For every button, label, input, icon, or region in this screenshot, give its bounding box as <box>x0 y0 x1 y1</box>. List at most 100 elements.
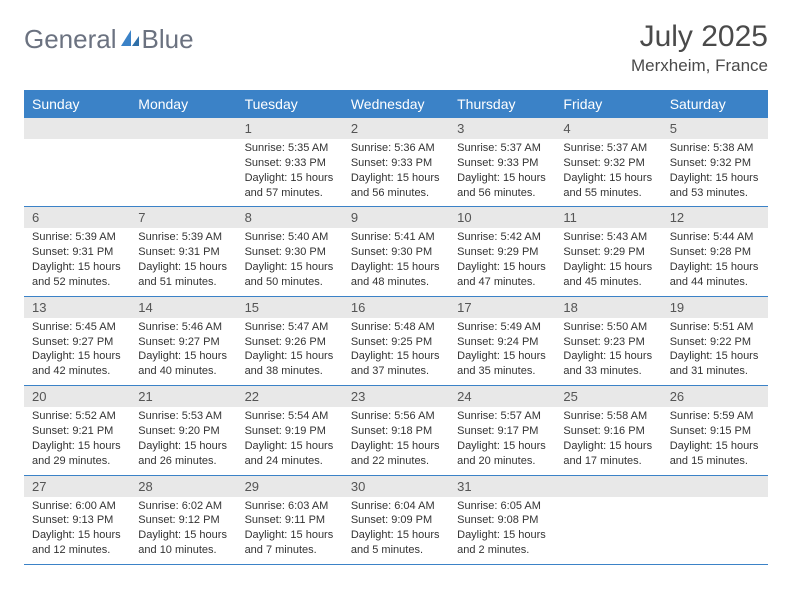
day-body: Sunrise: 5:58 AMSunset: 9:16 PMDaylight:… <box>555 407 661 474</box>
logo-sail-icon <box>119 24 141 55</box>
day-body: Sunrise: 5:37 AMSunset: 9:32 PMDaylight:… <box>555 139 661 206</box>
col-sunday: Sunday <box>24 90 130 118</box>
daylight-text: Daylight: 15 hours and 51 minutes. <box>138 260 228 290</box>
sunrise-text: Sunrise: 6:05 AM <box>457 499 547 514</box>
day-cell: 29Sunrise: 6:03 AMSunset: 9:11 PMDayligh… <box>237 475 343 564</box>
day-cell: 16Sunrise: 5:48 AMSunset: 9:25 PMDayligh… <box>343 296 449 385</box>
day-body: Sunrise: 5:49 AMSunset: 9:24 PMDaylight:… <box>449 318 555 385</box>
week-row: 1Sunrise: 5:35 AMSunset: 9:33 PMDaylight… <box>24 118 768 207</box>
day-body: Sunrise: 5:57 AMSunset: 9:17 PMDaylight:… <box>449 407 555 474</box>
daynum-bar-empty <box>662 476 768 497</box>
day-cell: 25Sunrise: 5:58 AMSunset: 9:16 PMDayligh… <box>555 386 661 475</box>
day-body: Sunrise: 5:45 AMSunset: 9:27 PMDaylight:… <box>24 318 130 385</box>
day-body: Sunrise: 5:35 AMSunset: 9:33 PMDaylight:… <box>237 139 343 206</box>
calendar-table: Sunday Monday Tuesday Wednesday Thursday… <box>24 90 768 565</box>
day-cell: 13Sunrise: 5:45 AMSunset: 9:27 PMDayligh… <box>24 296 130 385</box>
day-cell: 8Sunrise: 5:40 AMSunset: 9:30 PMDaylight… <box>237 207 343 296</box>
daylight-text: Daylight: 15 hours and 12 minutes. <box>32 528 122 558</box>
day-number: 13 <box>24 297 130 318</box>
day-number: 14 <box>130 297 236 318</box>
day-cell: 27Sunrise: 6:00 AMSunset: 9:13 PMDayligh… <box>24 475 130 564</box>
logo-text-right: Blue <box>142 24 194 55</box>
sunrise-text: Sunrise: 5:58 AM <box>563 409 653 424</box>
day-cell: 10Sunrise: 5:42 AMSunset: 9:29 PMDayligh… <box>449 207 555 296</box>
day-cell <box>555 475 661 564</box>
sunset-text: Sunset: 9:12 PM <box>138 513 228 528</box>
col-saturday: Saturday <box>662 90 768 118</box>
day-body: Sunrise: 5:39 AMSunset: 9:31 PMDaylight:… <box>130 228 236 295</box>
day-body: Sunrise: 5:42 AMSunset: 9:29 PMDaylight:… <box>449 228 555 295</box>
day-body: Sunrise: 5:51 AMSunset: 9:22 PMDaylight:… <box>662 318 768 385</box>
sunset-text: Sunset: 9:23 PM <box>563 335 653 350</box>
day-number: 7 <box>130 207 236 228</box>
day-number: 22 <box>237 386 343 407</box>
sunset-text: Sunset: 9:27 PM <box>138 335 228 350</box>
daylight-text: Daylight: 15 hours and 40 minutes. <box>138 349 228 379</box>
daylight-text: Daylight: 15 hours and 38 minutes. <box>245 349 335 379</box>
col-friday: Friday <box>555 90 661 118</box>
sunrise-text: Sunrise: 5:56 AM <box>351 409 441 424</box>
day-cell: 22Sunrise: 5:54 AMSunset: 9:19 PMDayligh… <box>237 386 343 475</box>
sunrise-text: Sunrise: 5:42 AM <box>457 230 547 245</box>
day-number: 20 <box>24 386 130 407</box>
day-body: Sunrise: 6:00 AMSunset: 9:13 PMDaylight:… <box>24 497 130 564</box>
sunset-text: Sunset: 9:13 PM <box>32 513 122 528</box>
sunrise-text: Sunrise: 5:37 AM <box>563 141 653 156</box>
day-body-empty <box>130 139 236 193</box>
day-number: 10 <box>449 207 555 228</box>
day-cell: 11Sunrise: 5:43 AMSunset: 9:29 PMDayligh… <box>555 207 661 296</box>
day-number: 15 <box>237 297 343 318</box>
day-number: 21 <box>130 386 236 407</box>
daylight-text: Daylight: 15 hours and 37 minutes. <box>351 349 441 379</box>
day-body: Sunrise: 5:48 AMSunset: 9:25 PMDaylight:… <box>343 318 449 385</box>
day-number: 19 <box>662 297 768 318</box>
sunrise-text: Sunrise: 5:47 AM <box>245 320 335 335</box>
daynum-bar-empty <box>555 476 661 497</box>
month-title: July 2025 <box>631 20 768 54</box>
day-number: 27 <box>24 476 130 497</box>
week-row: 6Sunrise: 5:39 AMSunset: 9:31 PMDaylight… <box>24 207 768 296</box>
day-number: 5 <box>662 118 768 139</box>
header: General Blue July 2025 Merxheim, France <box>24 20 768 76</box>
header-right: July 2025 Merxheim, France <box>631 20 768 76</box>
day-number: 28 <box>130 476 236 497</box>
sunrise-text: Sunrise: 5:43 AM <box>563 230 653 245</box>
day-cell: 2Sunrise: 5:36 AMSunset: 9:33 PMDaylight… <box>343 118 449 207</box>
daylight-text: Daylight: 15 hours and 20 minutes. <box>457 439 547 469</box>
day-cell: 28Sunrise: 6:02 AMSunset: 9:12 PMDayligh… <box>130 475 236 564</box>
sunset-text: Sunset: 9:15 PM <box>670 424 760 439</box>
day-number: 12 <box>662 207 768 228</box>
sunrise-text: Sunrise: 5:35 AM <box>245 141 335 156</box>
day-header-row: Sunday Monday Tuesday Wednesday Thursday… <box>24 90 768 118</box>
daylight-text: Daylight: 15 hours and 56 minutes. <box>351 171 441 201</box>
day-cell: 14Sunrise: 5:46 AMSunset: 9:27 PMDayligh… <box>130 296 236 385</box>
sunrise-text: Sunrise: 5:48 AM <box>351 320 441 335</box>
sunrise-text: Sunrise: 5:37 AM <box>457 141 547 156</box>
day-number: 9 <box>343 207 449 228</box>
daylight-text: Daylight: 15 hours and 48 minutes. <box>351 260 441 290</box>
sunrise-text: Sunrise: 5:41 AM <box>351 230 441 245</box>
sunrise-text: Sunrise: 5:44 AM <box>670 230 760 245</box>
col-monday: Monday <box>130 90 236 118</box>
day-body: Sunrise: 6:02 AMSunset: 9:12 PMDaylight:… <box>130 497 236 564</box>
sunset-text: Sunset: 9:20 PM <box>138 424 228 439</box>
day-body: Sunrise: 5:56 AMSunset: 9:18 PMDaylight:… <box>343 407 449 474</box>
day-cell: 24Sunrise: 5:57 AMSunset: 9:17 PMDayligh… <box>449 386 555 475</box>
daylight-text: Daylight: 15 hours and 29 minutes. <box>32 439 122 469</box>
sunset-text: Sunset: 9:25 PM <box>351 335 441 350</box>
sunrise-text: Sunrise: 5:54 AM <box>245 409 335 424</box>
day-body: Sunrise: 5:52 AMSunset: 9:21 PMDaylight:… <box>24 407 130 474</box>
logo: General Blue <box>24 24 194 55</box>
daylight-text: Daylight: 15 hours and 7 minutes. <box>245 528 335 558</box>
daylight-text: Daylight: 15 hours and 42 minutes. <box>32 349 122 379</box>
sunset-text: Sunset: 9:33 PM <box>245 156 335 171</box>
sunset-text: Sunset: 9:16 PM <box>563 424 653 439</box>
day-body-empty <box>555 497 661 551</box>
day-body: Sunrise: 5:47 AMSunset: 9:26 PMDaylight:… <box>237 318 343 385</box>
daylight-text: Daylight: 15 hours and 17 minutes. <box>563 439 653 469</box>
sunset-text: Sunset: 9:30 PM <box>351 245 441 260</box>
day-cell <box>24 118 130 207</box>
sunset-text: Sunset: 9:26 PM <box>245 335 335 350</box>
day-body: Sunrise: 5:37 AMSunset: 9:33 PMDaylight:… <box>449 139 555 206</box>
sunset-text: Sunset: 9:30 PM <box>245 245 335 260</box>
